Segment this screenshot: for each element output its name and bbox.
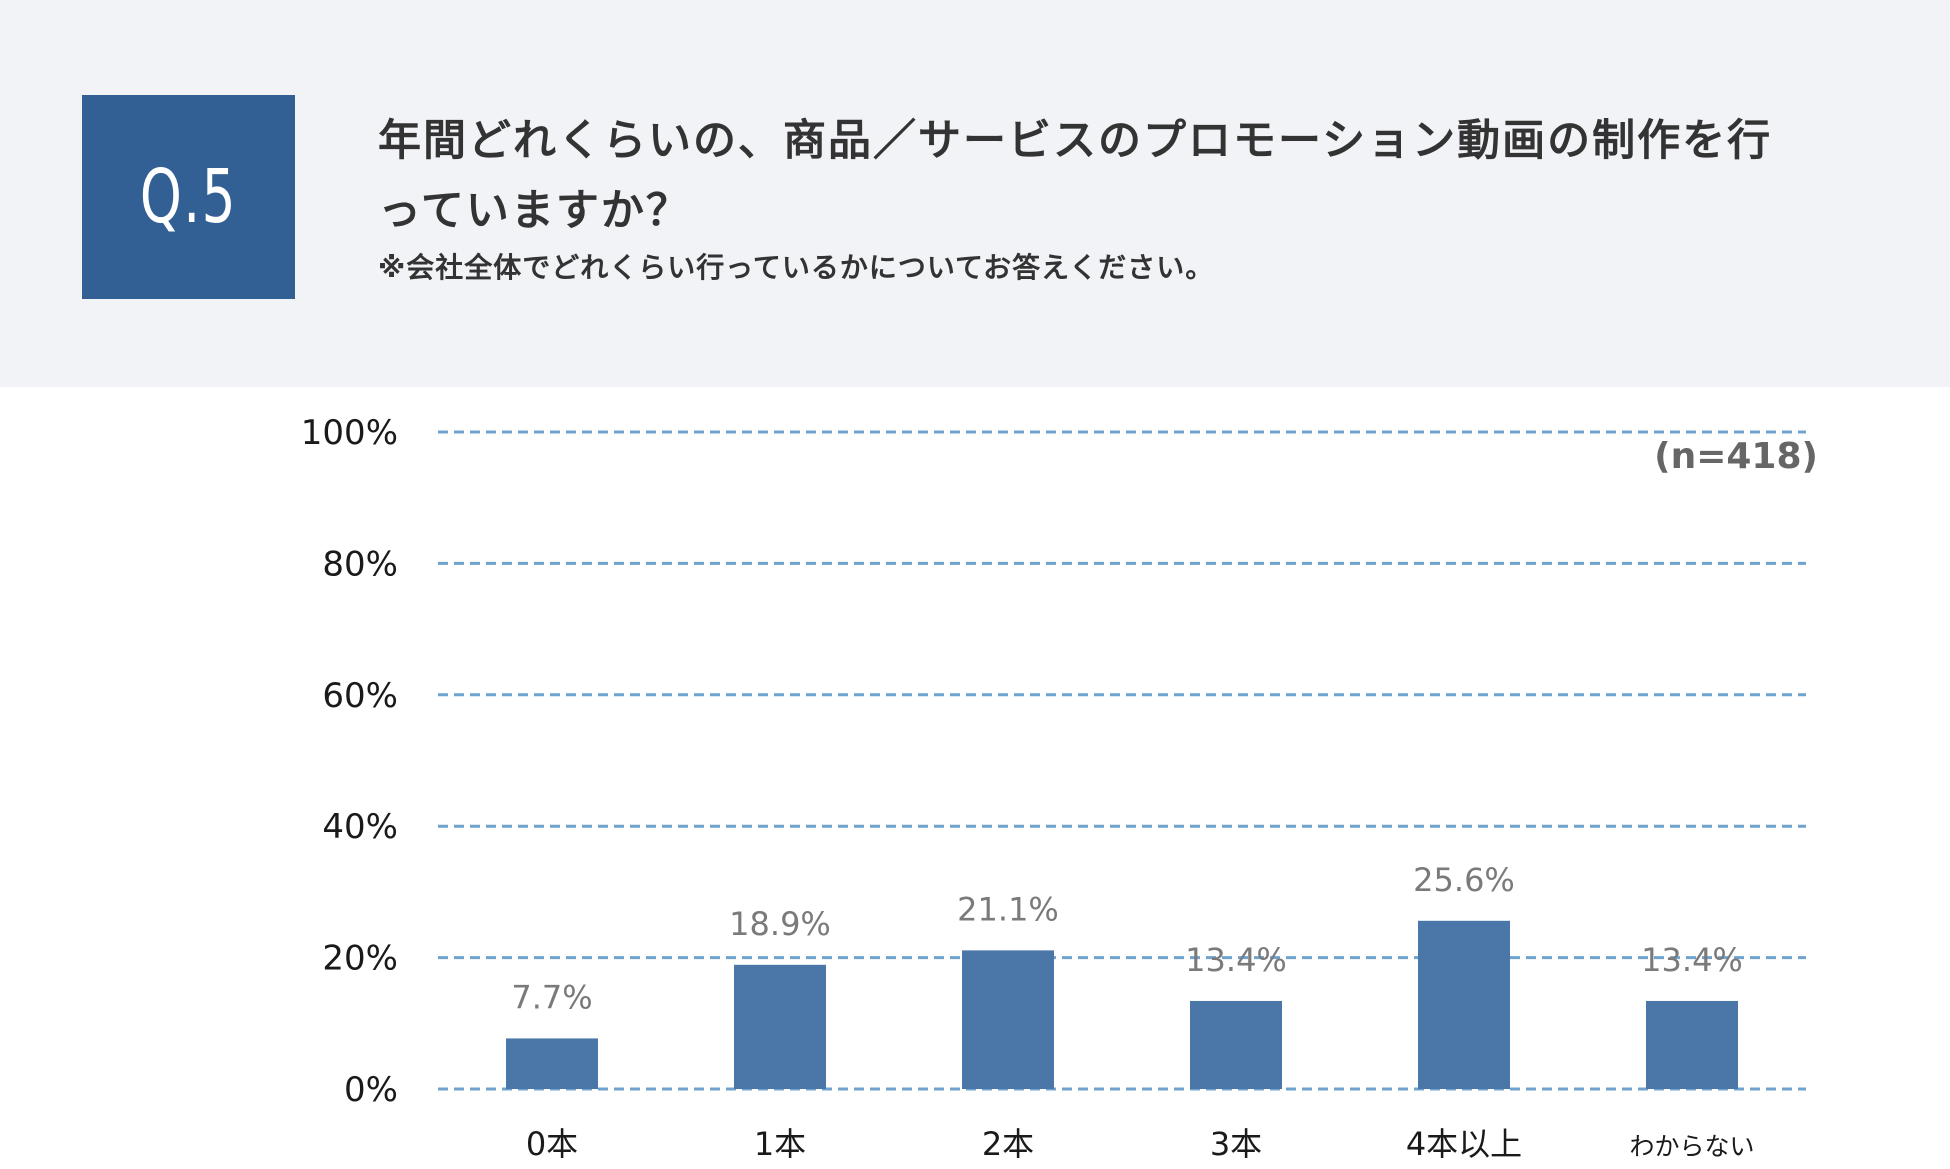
bars [506, 920, 1738, 1089]
y-tick-label: 20% [322, 939, 398, 979]
x-axis-categories: 0本 1本 2本 3本 4本以上 わからない [526, 1125, 1755, 1163]
bar [734, 964, 826, 1089]
y-tick-label: 80% [322, 544, 398, 584]
y-tick-label: 60% [322, 676, 398, 716]
question-title: 年間どれくらいの、商品／サービスのプロモーション動画の制作を行っていますか？ [378, 116, 1773, 236]
y-tick-label: 100% [301, 413, 398, 453]
data-label: 13.4% [1185, 941, 1287, 979]
data-label: 7.7% [511, 978, 592, 1016]
sample-size-label: (n=418) [1654, 436, 1818, 477]
x-category-label: 2本 [982, 1125, 1034, 1163]
question-number: Q.5 [139, 154, 238, 240]
gridlines [438, 430, 1806, 1091]
data-label: 21.1% [957, 890, 1059, 928]
data-labels: 7.7% 18.9% 21.1% 13.4% 25.6% 13.4% [511, 861, 1742, 1017]
x-category-label: 1本 [754, 1125, 806, 1163]
bar [1190, 1000, 1282, 1089]
bar [1646, 1000, 1738, 1089]
y-tick-label: 0% [344, 1070, 398, 1110]
data-label: 18.9% [729, 905, 831, 943]
bar [1418, 920, 1510, 1089]
y-tick-label: 40% [322, 807, 398, 847]
x-category-label: わからない [1629, 1132, 1754, 1161]
x-category-label: 3本 [1210, 1125, 1262, 1163]
bar [962, 950, 1054, 1089]
bar [506, 1038, 598, 1089]
x-category-label: 4本以上 [1406, 1125, 1522, 1163]
data-label: 25.6% [1413, 861, 1515, 899]
question-number-box: Q.5 [82, 95, 295, 299]
y-axis-ticks: 0% 20% 40% 60% 80% 100% [301, 413, 398, 1110]
bar-chart: 0% 20% 40% 60% 80% 100% 7.7% 18.9% 21.1% 13.4% 25… [301, 413, 1818, 1163]
x-category-label: 0本 [526, 1125, 578, 1163]
question-note: ※会社全体でどれくらい行っているかについてお答えください。 [378, 251, 1215, 284]
data-label: 13.4% [1641, 941, 1743, 979]
question-header: Q.5 年間どれくらいの、商品／サービスのプロモーション動画の制作を行っています… [0, 0, 1950, 387]
